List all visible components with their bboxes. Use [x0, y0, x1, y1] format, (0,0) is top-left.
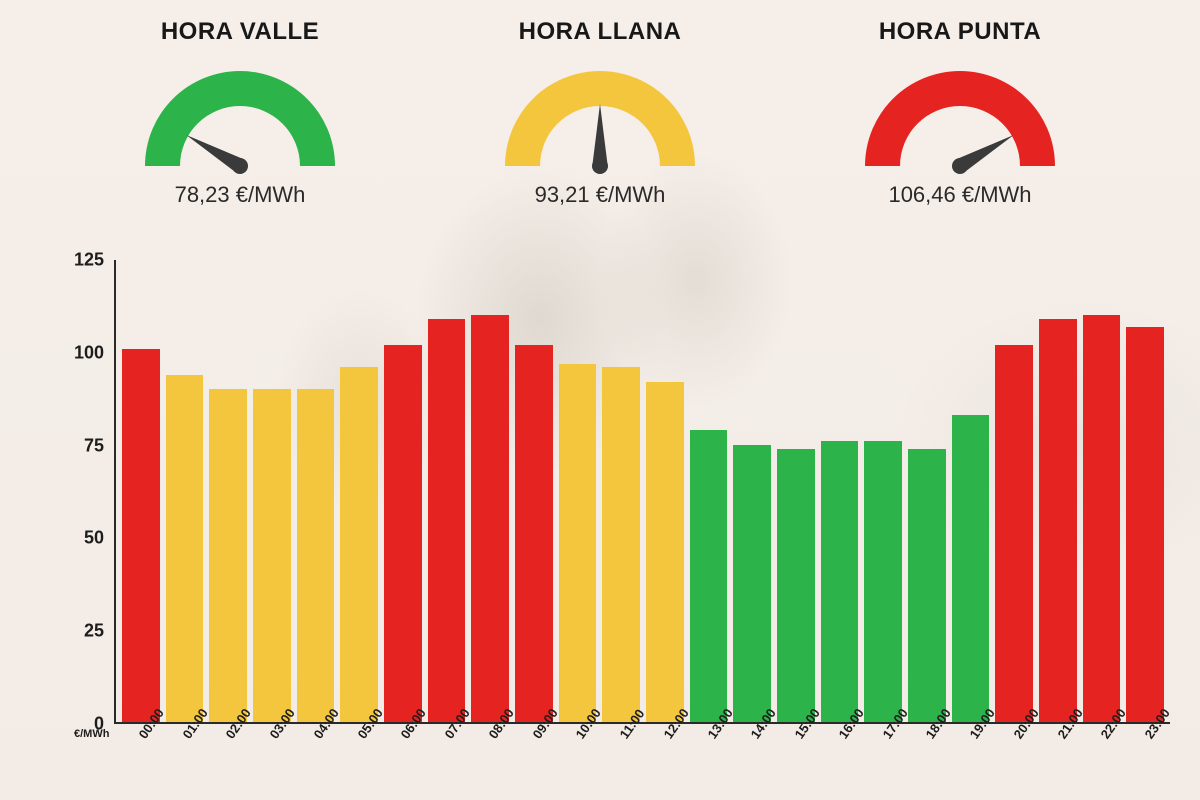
bars-container	[122, 260, 1164, 722]
gauges-row: HORA VALLE 78,23 €/MWh HORA LLANA 93,21 …	[0, 18, 1200, 208]
x-tick-label: 18:00	[908, 728, 946, 770]
hourly-price-chart: 0255075100125 €/MWh 00:0001:0002:0003:00…	[60, 260, 1180, 770]
x-tick-label: 10:00	[558, 728, 596, 770]
gauge-punta: HORA PUNTA 106,46 €/MWh	[810, 18, 1110, 208]
x-tick-label: 17:00	[864, 728, 902, 770]
gauge-value: 78,23 €/MWh	[175, 182, 306, 208]
x-tick-label: 01:00	[164, 728, 202, 770]
gauge-title: HORA PUNTA	[879, 18, 1041, 46]
bar	[733, 445, 771, 722]
y-tick-label: 125	[74, 250, 104, 271]
bar	[340, 367, 378, 722]
bar	[646, 382, 684, 722]
plot-area	[114, 260, 1170, 724]
x-tick-label: 21:00	[1039, 728, 1077, 770]
infographic-root: HORA VALLE 78,23 €/MWh HORA LLANA 93,21 …	[0, 0, 1200, 800]
x-tick-label: 20:00	[995, 728, 1033, 770]
bar	[384, 345, 422, 722]
bar	[602, 367, 640, 722]
y-tick-label: 50	[84, 528, 104, 549]
x-tick-label: 00:00	[120, 728, 158, 770]
gauge-value: 106,46 €/MWh	[888, 182, 1031, 208]
x-tick-label: 11:00	[601, 728, 639, 770]
x-tick-label: 13:00	[689, 728, 727, 770]
gauge-dial-icon	[850, 56, 1070, 176]
x-tick-label: 19:00	[951, 728, 989, 770]
bar	[122, 349, 160, 722]
y-tick-label: 25	[84, 621, 104, 642]
x-tick-label: 05:00	[339, 728, 377, 770]
bar	[253, 389, 291, 722]
x-tick-label: 14:00	[733, 728, 771, 770]
x-axis-labels: 00:0001:0002:0003:0004:0005:0006:0007:00…	[114, 726, 1170, 770]
gauge-value: 93,21 €/MWh	[535, 182, 666, 208]
bar	[908, 449, 946, 723]
x-tick-label: 09:00	[514, 728, 552, 770]
bar	[864, 441, 902, 722]
y-tick-label: 75	[84, 435, 104, 456]
x-tick-label: 12:00	[645, 728, 683, 770]
bar	[297, 389, 335, 722]
x-tick-label: 03:00	[251, 728, 289, 770]
x-tick-label: 08:00	[470, 728, 508, 770]
bar	[777, 449, 815, 723]
bar	[559, 364, 597, 723]
gauge-title: HORA LLANA	[519, 18, 682, 46]
y-axis-unit: €/MWh	[74, 728, 109, 740]
bar	[821, 441, 859, 722]
x-tick-label: 23:00	[1126, 728, 1164, 770]
bar	[209, 389, 247, 722]
bar	[166, 375, 204, 722]
x-tick-label: 15:00	[776, 728, 814, 770]
y-axis-ticks: 0255075100125	[60, 260, 110, 724]
gauge-dial-icon	[130, 56, 350, 176]
bar	[690, 430, 728, 722]
bar	[471, 315, 509, 722]
x-tick-label: 06:00	[383, 728, 421, 770]
gauge-dial-icon	[490, 56, 710, 176]
gauge-llana: HORA LLANA 93,21 €/MWh	[450, 18, 750, 208]
x-tick-label: 16:00	[820, 728, 858, 770]
gauge-valle: HORA VALLE 78,23 €/MWh	[90, 18, 390, 208]
bar	[1039, 319, 1077, 722]
bar	[1126, 327, 1164, 722]
x-tick-label: 22:00	[1083, 728, 1121, 770]
bar	[515, 345, 553, 722]
gauge-title: HORA VALLE	[161, 18, 319, 46]
x-tick-label: 04:00	[295, 728, 333, 770]
bar	[952, 415, 990, 722]
bar	[995, 345, 1033, 722]
bar	[1083, 315, 1121, 722]
x-tick-label: 07:00	[426, 728, 464, 770]
y-tick-label: 100	[74, 342, 104, 363]
x-tick-label: 02:00	[208, 728, 246, 770]
bar	[428, 319, 466, 722]
